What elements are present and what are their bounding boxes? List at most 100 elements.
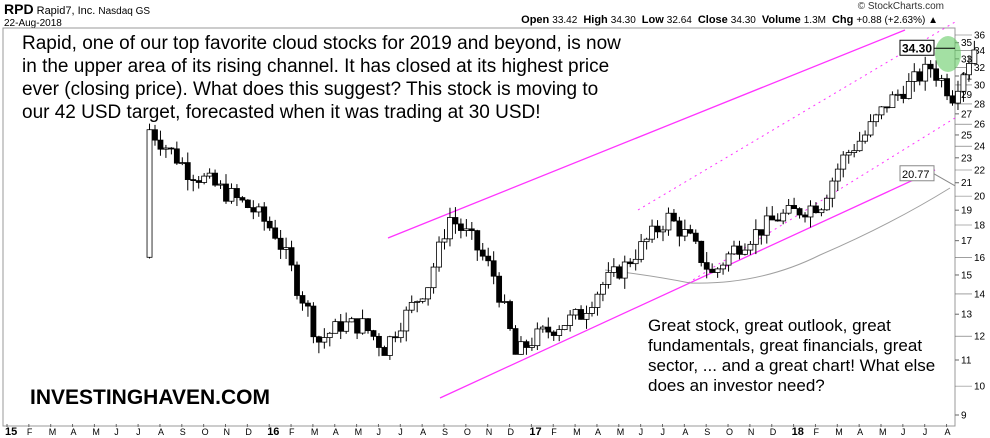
x-tick-label: J	[901, 427, 906, 437]
candle-body	[386, 336, 393, 356]
candle-body	[763, 215, 770, 236]
candle-body	[550, 331, 557, 336]
candle-body	[605, 271, 612, 285]
x-tick-label: J	[114, 427, 119, 437]
title: RPD Rapid7, Inc. Nasdaq GS	[4, 1, 150, 20]
brand-logo: INVESTINGHAVEN.COM	[30, 386, 270, 409]
candle-body	[692, 232, 699, 242]
candle-body	[228, 188, 235, 202]
candle-body	[201, 175, 208, 183]
candle-body	[507, 301, 513, 329]
candle-body	[315, 336, 322, 343]
y-tick-label: 9	[961, 411, 967, 422]
date: 22-Aug-2018	[4, 18, 62, 29]
candle-body	[649, 225, 655, 240]
candle-body	[616, 266, 623, 279]
x-tick-label: O	[202, 427, 209, 437]
x-tick-label: 15	[5, 426, 17, 438]
quote-value: +0.88 (+2.63%) ▲	[856, 15, 938, 26]
quote-value: 34.30	[730, 15, 756, 26]
annotation-top: Rapid, one of our top favorite cloud sto…	[22, 33, 621, 123]
highlight-circle	[935, 36, 961, 72]
x-tick-label: 17	[529, 426, 541, 438]
candle-body	[463, 228, 470, 231]
x-tick-label: M	[835, 427, 843, 437]
candle-body	[894, 93, 901, 96]
x-tick-label: D	[770, 427, 777, 437]
candle-body	[146, 129, 153, 258]
y-tick-label: 18	[974, 221, 986, 232]
x-tick-label: M	[49, 427, 57, 437]
candle-body	[720, 264, 726, 270]
candle-body	[916, 71, 923, 82]
candle-body	[791, 205, 797, 209]
candle-body	[365, 318, 371, 332]
y-tick-label: 17	[961, 236, 973, 247]
x-tick-label: F	[289, 427, 295, 437]
candle-body	[452, 217, 459, 225]
candle-body	[408, 301, 415, 311]
candle-body	[468, 228, 475, 232]
x-tick-label: S	[180, 427, 186, 437]
y-tick-label: 19	[961, 206, 973, 217]
candle-body	[594, 293, 601, 308]
candle-body	[955, 90, 961, 104]
candle-body	[370, 330, 377, 337]
candle-body	[447, 217, 453, 240]
x-tick-label: M	[311, 427, 319, 437]
candle-body	[234, 188, 240, 198]
x-tick-label: O	[464, 427, 471, 437]
y-tick-label: 11	[961, 355, 972, 366]
candle-body	[425, 287, 432, 300]
candle-body	[157, 139, 164, 150]
candle-body	[933, 68, 940, 81]
quote-value: 32.64	[666, 15, 692, 26]
quote-bar: Open 33.42 High 34.30 Low 32.64 Close 34.30 Volu…	[521, 14, 944, 27]
x-tick-label: 16	[267, 426, 279, 438]
candle-body	[747, 243, 754, 251]
x-tick-label: D	[508, 427, 515, 437]
candle-body	[840, 154, 847, 170]
x-tick-label: O	[726, 427, 733, 437]
candle-body	[780, 212, 787, 222]
candle-body	[529, 345, 535, 348]
ma-value-label: 20.77	[902, 169, 930, 181]
candle-body	[419, 298, 426, 302]
y-tick-label: 13	[961, 310, 973, 321]
candle-body	[534, 328, 541, 347]
candle-body	[168, 147, 175, 150]
x-tick-label: S	[704, 427, 710, 437]
candle-body	[430, 266, 437, 289]
candle-body	[884, 106, 890, 109]
candle-body	[348, 318, 355, 323]
candle-body	[381, 347, 388, 356]
candle-body	[561, 325, 568, 330]
y-tick-label: 12	[974, 332, 986, 343]
candle-body	[195, 180, 202, 183]
candle-body	[643, 238, 650, 243]
x-tick-label: J	[923, 427, 928, 437]
candle-body	[436, 241, 442, 268]
candle-body	[905, 81, 912, 99]
y-tick-label: 23	[961, 153, 973, 164]
candle-body	[966, 63, 972, 76]
quote-label: High	[583, 14, 608, 26]
y-tick-label: 21	[961, 178, 973, 189]
y-tick-label: 27	[961, 109, 973, 120]
candle-body	[321, 337, 328, 343]
candle-body	[802, 214, 808, 218]
candle-body	[900, 93, 907, 99]
source: © StockCharts.com	[857, 1, 944, 12]
y-tick-label: 25	[961, 130, 973, 141]
candle-body	[217, 183, 224, 186]
candle-body	[179, 162, 186, 165]
candle-body	[676, 220, 683, 237]
candle-body	[354, 318, 361, 334]
candle-body	[305, 302, 311, 307]
last-price-label: 34.30	[902, 41, 932, 55]
candle-body	[949, 95, 956, 104]
quote-value: 33.42	[552, 15, 578, 26]
candle-body	[873, 114, 879, 123]
candle-body	[610, 266, 617, 273]
